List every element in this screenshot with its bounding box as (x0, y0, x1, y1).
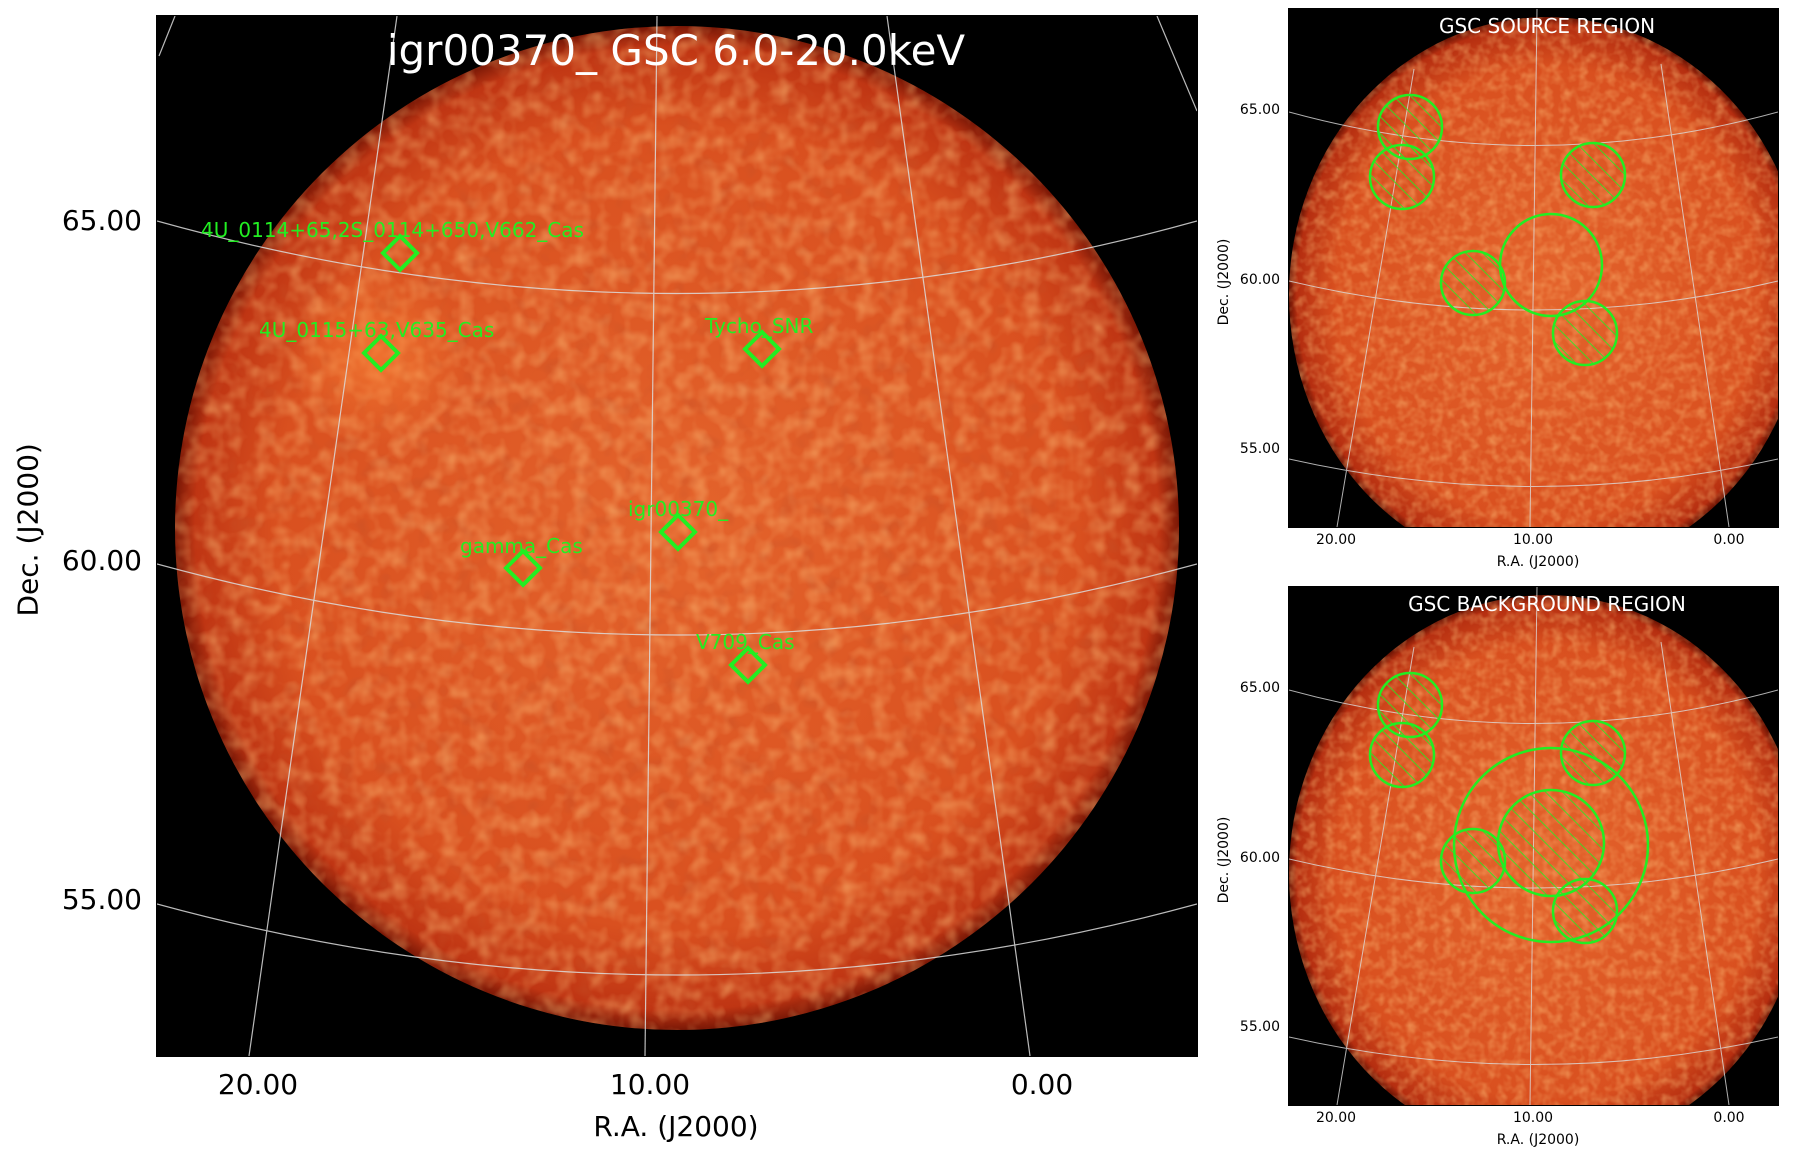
src-xlabel: R.A. (J2000) (1496, 554, 1580, 570)
main-xtick-10: 10.00 (609, 1068, 691, 1101)
src-xtick-0: 0.00 (1713, 532, 1745, 548)
source-label-4u-0114: 4U_0114+65,2S_0114+650,V662_Cas (201, 218, 584, 242)
main-sky-image (156, 15, 1198, 1057)
source-region-title: GSC SOURCE REGION (1438, 14, 1656, 38)
src-ytick-55: 55.00 (1239, 441, 1280, 457)
main-xlabel: R.A. (J2000) (593, 1110, 759, 1143)
source-region-image (1288, 8, 1779, 528)
main-ytick-65: 65.00 (61, 204, 142, 237)
src-xtick-20: 20.00 (1315, 532, 1357, 548)
source-region-svg (1289, 9, 1778, 527)
background-region-image (1288, 586, 1779, 1106)
source-label-v709-cas: V709_Cas (696, 630, 795, 654)
main-ylabel: Dec. (J2000) (11, 443, 45, 617)
bg-xtick-0: 0.00 (1713, 1110, 1745, 1126)
source-label-tycho-snr: Tycho_SNR (705, 314, 814, 338)
src-ytick-65: 65.00 (1239, 102, 1280, 118)
src-ylabel: Dec. (J2000) (1216, 238, 1232, 326)
bg-ylabel: Dec. (J2000) (1216, 816, 1232, 904)
main-xtick-0: 0.00 (1010, 1068, 1074, 1101)
main-coordinate-grid (157, 16, 1197, 1056)
bg-xlabel: R.A. (J2000) (1496, 1132, 1580, 1148)
background-region-title: GSC BACKGROUND REGION (1408, 592, 1686, 616)
source-label-igr00370: igr00370_ (628, 497, 729, 521)
bg-ytick-65: 65.00 (1239, 680, 1280, 696)
main-ytick-55: 55.00 (61, 883, 142, 916)
main-ytick-60: 60.00 (61, 544, 142, 577)
main-title: igr00370_ GSC 6.0-20.0keV (386, 26, 966, 75)
background-region-svg (1289, 587, 1778, 1105)
main-xtick-20: 20.00 (217, 1068, 299, 1101)
src-ytick-60: 60.00 (1239, 272, 1280, 288)
bg-ytick-55: 55.00 (1239, 1019, 1280, 1035)
background-region-circles (1368, 671, 1650, 945)
main-sky-svg (157, 16, 1197, 1056)
bg-ytick-60: 60.00 (1239, 850, 1280, 866)
src-xtick-10: 10.00 (1512, 532, 1554, 548)
source-region-circles (1368, 93, 1627, 367)
source-label-gamma-cas: gamma_Cas (460, 534, 583, 558)
source-label-4u-0115: 4U_0115+63,V635_Cas (259, 318, 495, 342)
bg-xtick-20: 20.00 (1315, 1110, 1357, 1126)
bg-xtick-10: 10.00 (1512, 1110, 1554, 1126)
